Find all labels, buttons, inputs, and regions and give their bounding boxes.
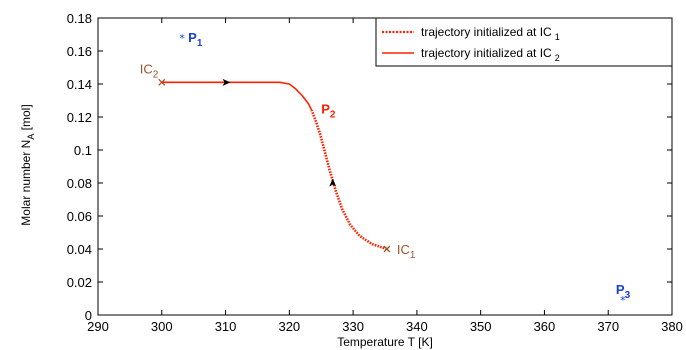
y-axis-label: Molar number NA [mol] [19,104,36,225]
label-ic2-main: IC [140,61,153,76]
y-tick-label: 0.12 [67,110,92,125]
x-tick-label: 380 [661,319,683,334]
y-tick-label: 0.04 [67,242,92,257]
y-tick-label: 0.02 [67,275,92,290]
series-lines [161,78,388,251]
y-tick-label: 0.18 [67,11,92,26]
legend-entry-2: trajectory initialized at IC 2 [421,46,560,63]
y-tick-label: 0.14 [67,77,92,92]
x-tick-label: 320 [278,319,300,334]
y-axis-label-sub: A [26,134,36,140]
label-p1-main: P [188,30,197,45]
series-line-ic1 [310,109,388,251]
label-ic1-sub: 1 [410,250,416,261]
label-p3: P3 [616,282,631,301]
cross-marker [383,245,391,253]
label-ic2: IC2 [140,61,159,80]
x-tick-label: 300 [151,319,173,334]
series-line-ic2 [161,81,313,111]
x-tick-label: 340 [406,319,428,334]
y-tick-label: 0.16 [67,44,92,59]
cross-marker [158,78,166,86]
label-p2-sub: 2 [330,110,336,121]
y-tick-label: 0 [85,308,92,323]
legend-entry-main: trajectory initialized at IC [421,25,552,39]
direction-arrow [222,78,231,86]
y-tick-label: 0.1 [74,143,92,158]
x-tick-label: 330 [342,319,364,334]
label-p3-sub: 3 [625,290,631,301]
legend-entry-sub: 2 [555,53,560,63]
x-tick-label: 310 [215,319,237,334]
x-tick-label: 290 [87,319,109,334]
y-axis-label-unit: [mol] [19,104,33,133]
x-tick-label: 350 [470,319,492,334]
label-ic1-main: IC [397,242,410,257]
legend-entry-sub: 1 [555,32,560,42]
x-tick-label: 360 [534,319,556,334]
label-ic1: IC1 [397,242,416,261]
label-p1-sub: 1 [197,38,203,49]
label-p1: P1 [188,30,203,49]
y-tick-label: 0.06 [67,209,92,224]
y-axis-label-main: Molar number N [19,140,33,226]
legend-box [375,17,673,67]
label-p3-main: P [616,282,625,297]
y-tick-label: 0.08 [67,176,92,191]
label-p2-main: P [321,102,330,117]
legend-entry-main: trajectory initialized at IC [421,46,552,60]
x-axis-label: Temperature T [K] [337,335,433,349]
direction-arrow [329,178,337,187]
star-marker: * [620,294,626,307]
legend: trajectory initialized at IC 1trajectory … [375,17,673,67]
star-marker: * [179,32,185,45]
tick-labels: 290 300 310 320 330 340 350 360 370 380 0 0.02 0.04 0… [67,11,683,334]
label-ic2-sub: 2 [153,69,159,80]
legend-entry-1: trajectory initialized at IC 1 [421,25,560,42]
x-tick-label: 370 [597,319,619,334]
label-p2: P2 [321,102,336,121]
